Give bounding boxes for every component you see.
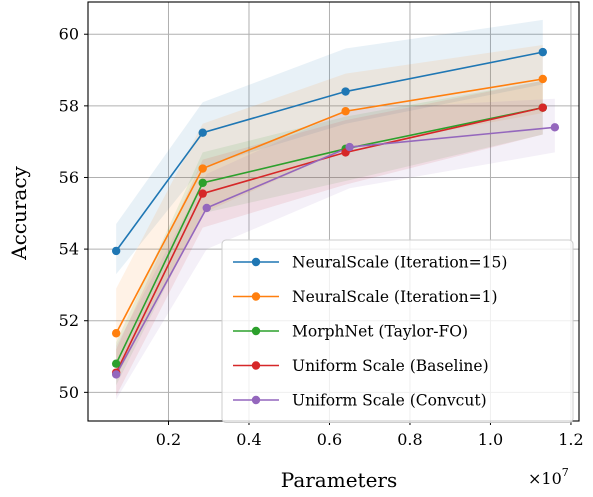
data-point bbox=[538, 103, 547, 112]
data-points bbox=[111, 47, 560, 379]
y-tick-label: 54 bbox=[59, 240, 79, 259]
confidence-band bbox=[116, 44, 543, 379]
confidence-band bbox=[116, 80, 543, 386]
data-point bbox=[198, 164, 207, 173]
data-point bbox=[111, 359, 121, 368]
x-axis-multiplier-exponent: 7 bbox=[562, 466, 569, 479]
data-point bbox=[111, 246, 121, 256]
legend-label: MorphNet (Taylor-FO) bbox=[292, 323, 468, 341]
y-tick-label: 56 bbox=[59, 168, 79, 187]
x-axis-multiplier-base: ×10 bbox=[528, 469, 562, 488]
legend-marker bbox=[251, 395, 261, 405]
series-line bbox=[115, 51, 543, 252]
legend-marker bbox=[251, 257, 261, 267]
data-point bbox=[111, 329, 121, 338]
legend-marker bbox=[251, 326, 261, 336]
data-point bbox=[341, 87, 350, 96]
legend-label: NeuralScale (Iteration=1) bbox=[292, 288, 498, 306]
series-line bbox=[115, 78, 543, 334]
x-tick-label: 0.4 bbox=[236, 430, 261, 449]
y-tick-label: 58 bbox=[59, 96, 79, 115]
confidence-band bbox=[116, 98, 555, 400]
x-tick-label: 0.2 bbox=[156, 430, 181, 449]
confidence-bands bbox=[116, 19, 555, 400]
y-axis-label: Accuracy bbox=[7, 165, 31, 260]
x-tick-label: 0.6 bbox=[317, 430, 342, 449]
legend: NeuralScale (Iteration=15) NeuralScale (I… bbox=[221, 239, 574, 423]
series-line bbox=[115, 106, 543, 365]
axis-ticks: 0.2 0.4 0.6 0.8 1.0 1.2 50 52 54 56 58 60 bbox=[59, 25, 584, 449]
y-tick-label: 52 bbox=[59, 311, 79, 330]
legend-marker bbox=[251, 292, 261, 301]
y-tick-label: 50 bbox=[59, 383, 79, 402]
y-tick-label: 60 bbox=[59, 25, 79, 44]
x-axis-label: Parameters bbox=[281, 468, 397, 492]
confidence-band bbox=[116, 19, 543, 275]
data-point bbox=[111, 370, 121, 379]
data-point bbox=[345, 142, 354, 152]
legend-label: NeuralScale (Iteration=15) bbox=[292, 254, 507, 272]
x-tick-label: 0.8 bbox=[397, 430, 422, 449]
series-line bbox=[115, 126, 555, 375]
series-lines bbox=[115, 51, 555, 375]
data-point bbox=[198, 189, 207, 198]
x-tick-label: 1.2 bbox=[558, 430, 583, 449]
legend-box bbox=[221, 239, 574, 423]
data-point bbox=[538, 74, 547, 84]
legend-label: Uniform Scale (Convcut) bbox=[292, 392, 487, 410]
data-point bbox=[198, 128, 207, 137]
confidence-band bbox=[116, 80, 543, 396]
data-point bbox=[538, 47, 547, 57]
data-point bbox=[341, 107, 350, 116]
data-point bbox=[198, 178, 207, 188]
legend-marker bbox=[251, 361, 261, 370]
series-line bbox=[115, 106, 543, 374]
legend-label: Uniform Scale (Baseline) bbox=[292, 357, 489, 375]
data-point bbox=[550, 123, 560, 132]
x-tick-label: 1.0 bbox=[478, 430, 503, 449]
data-point bbox=[202, 203, 211, 213]
x-axis-multiplier: ×107 bbox=[528, 466, 569, 488]
